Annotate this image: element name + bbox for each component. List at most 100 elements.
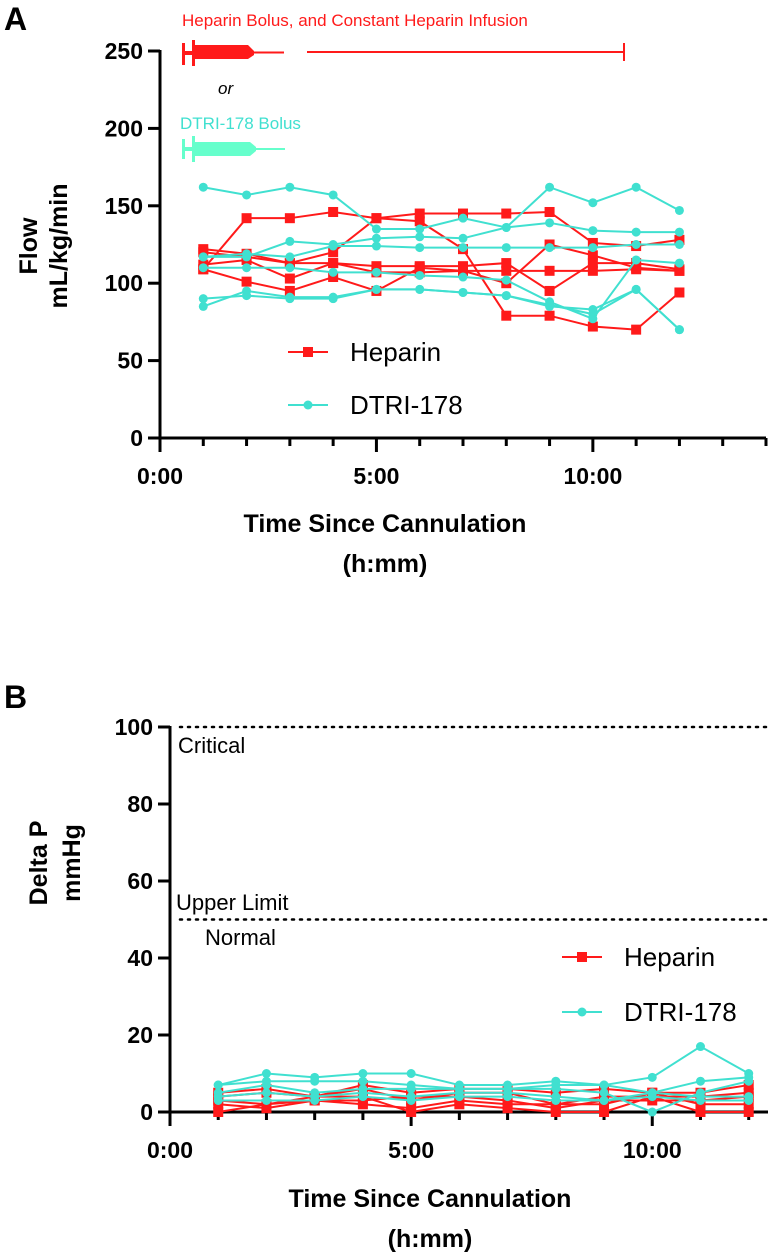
heparin-data-point	[198, 247, 209, 258]
dtri-178-data-point	[406, 1095, 416, 1105]
heparin-data-point	[284, 273, 295, 284]
dtri-178-data-point	[458, 272, 468, 282]
legend-marker-heparin	[303, 347, 313, 357]
dtri-178-data-point	[674, 240, 684, 249]
heparin-data-point	[544, 265, 555, 276]
dtri-178-data-point	[415, 243, 425, 253]
dtri-178-data-point	[371, 284, 381, 294]
heparin-data-point	[414, 262, 425, 273]
panel-a-label: A	[4, 1, 27, 37]
dtri-178-data-point	[599, 1088, 609, 1098]
dtri-178-data-point	[501, 243, 511, 253]
dtri-178-data-point	[599, 1080, 609, 1090]
y-tick-label: 200	[105, 115, 143, 141]
dtri-178-series-line-10	[202, 288, 681, 331]
dtri-178-data-point	[674, 258, 684, 268]
dtri-178-series-line-8	[203, 243, 680, 258]
legend-label: DTRI-178	[350, 390, 463, 420]
dtri-178-data-point	[358, 1069, 368, 1078]
heparin-data-point	[501, 310, 512, 321]
dtri-178-data-point	[501, 291, 511, 301]
heparin-data-point	[587, 321, 598, 332]
heparin-data-point	[241, 213, 252, 224]
panel-a-y-axis-unit: mL/kg/min	[45, 183, 73, 308]
dtri-178-data-point	[310, 1076, 320, 1086]
dtri-178-data-point	[695, 1095, 705, 1105]
heparin-data-point	[587, 250, 598, 261]
heparin-data-point	[674, 287, 685, 298]
dtri-178-data-point	[371, 241, 381, 251]
dtri-178-data-point	[285, 252, 295, 262]
heparin-series-line-1	[202, 210, 680, 270]
heparin-series-line-4	[218, 1091, 749, 1110]
dtri-178-data-point	[310, 1095, 320, 1105]
heparin-data-point	[414, 208, 425, 219]
dtri-178-series-line-9	[218, 1091, 749, 1102]
dtri-178-data-point	[261, 1088, 271, 1098]
heparin-data-point	[414, 216, 425, 227]
dtri-178-data-point	[551, 1084, 561, 1094]
legend-label: DTRI-178	[624, 997, 737, 1027]
dtri-178-data-point	[503, 1092, 513, 1102]
dtri-178-data-point	[631, 240, 641, 249]
x-tick-label: 0:00	[147, 1137, 193, 1163]
dtri-178-data-point	[744, 1076, 754, 1086]
heparin-data-point	[284, 285, 295, 296]
dtri-178-data-point	[501, 275, 511, 285]
dtri-178-series-line-8	[218, 1080, 749, 1114]
dtri-178-data-point	[328, 267, 338, 277]
dtri-178-data-point	[631, 255, 641, 265]
y-tick-label: 100	[115, 714, 153, 740]
y-tick-label: 250	[105, 38, 143, 64]
heparin-data-point	[371, 213, 382, 224]
dtri-178-data-point	[458, 287, 468, 297]
dtri-178-data-point	[242, 291, 252, 301]
panel-b-y-axis-title: Delta P	[25, 821, 53, 906]
legend-marker-dtri-178	[303, 400, 313, 410]
panel-b-plot: 0 20 40 60 80 100 0:00 5:00 10:00 Heparin DTRI-178	[115, 714, 770, 1163]
panel-a-y-axis-title: Flow	[15, 217, 43, 274]
dtri-178-data-point	[415, 270, 425, 280]
dtri-178-data-point	[588, 226, 598, 236]
dtri-178-data-point	[415, 232, 425, 242]
dtri-178-data-point	[674, 325, 684, 335]
heparin-data-point	[458, 265, 468, 276]
dtri-178-data-point	[198, 263, 208, 273]
heparin-data-point	[213, 1107, 224, 1117]
heparin-data-point	[501, 208, 512, 219]
heparin-data-point	[544, 310, 555, 321]
dtri-178-data-point	[647, 1107, 657, 1117]
heparin-data-point	[501, 258, 512, 269]
dtri-syringe-icon	[182, 136, 285, 162]
dtri-178-data-point	[242, 249, 252, 259]
dtri-178-data-point	[545, 218, 555, 228]
dtri-annotation: DTRI-178 Bolus	[180, 114, 301, 133]
dtri-178-data-point	[545, 300, 555, 310]
dtri-178-data-point	[328, 190, 338, 200]
panel-b-x-axis-unit: (h:mm)	[388, 1225, 473, 1253]
heparin-data-point	[544, 285, 555, 296]
y-tick-label: 150	[105, 193, 143, 219]
panel-b-x-axis-title: Time Since Cannulation	[289, 1185, 572, 1213]
heparin-data-point	[695, 1107, 706, 1117]
dtri-178-data-point	[328, 294, 338, 304]
dtri-178-data-point	[261, 1080, 271, 1090]
dtri-178-data-point	[545, 243, 555, 253]
ref-label-critical: Critical	[178, 733, 245, 758]
dtri-178-series-line-6	[203, 186, 680, 231]
dtri-178-data-point	[454, 1092, 464, 1102]
x-tick-label: 10:00	[563, 463, 622, 489]
heparin-series-line-5	[203, 266, 680, 293]
dtri-178-series-line-7	[203, 221, 680, 258]
panel-a-x-axis-unit: (h:mm)	[343, 550, 428, 578]
dtri-178-data-point	[358, 1092, 368, 1102]
dtri-178-data-point	[285, 263, 295, 273]
heparin-data-point	[328, 272, 339, 283]
dtri-178-data-point	[406, 1084, 416, 1094]
dtri-178-data-point	[599, 1095, 609, 1105]
legend-marker-dtri-178	[577, 1007, 587, 1017]
heparin-data-point	[674, 265, 685, 276]
dtri-178-series-line-11	[203, 288, 681, 331]
dtri-178-data-point	[285, 236, 295, 246]
